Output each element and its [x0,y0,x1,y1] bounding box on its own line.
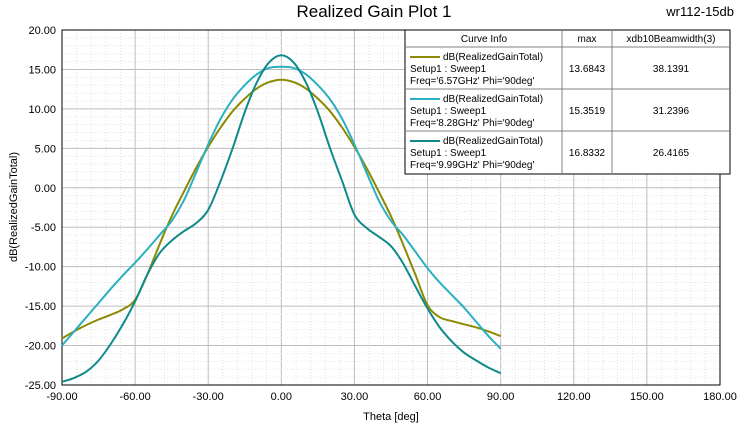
x-tick-label: 180.00 [703,391,737,403]
series-line-2[interactable] [61,65,502,350]
x-tick-label: -60.00 [120,391,151,403]
legend-header-max: max [578,34,597,45]
series-line-3[interactable] [61,54,502,383]
legend-row-1[interactable]: dB(RealizedGainTotal) Setup1 : Sweep1 Fr… [410,52,690,87]
legend-curve-freq: Freq='8.28GHz' Phi='90deg' [410,118,534,129]
y-tick-label: 5.00 [35,143,56,155]
legend-curve-freq: Freq='6.57GHz' Phi='90deg' [410,76,534,87]
y-tick-label: -10.00 [25,262,56,274]
y-axis-ticks: -25.00 -20.00 -15.00 -10.00 -5.00 0.00 5.00 10.… [25,25,56,392]
legend-row-2[interactable]: dB(RealizedGainTotal) Setup1 : Sweep1 Fr… [410,94,690,129]
x-tick-label: 120.00 [557,391,591,403]
y-tick-label: -20.00 [25,341,56,353]
x-axis-label: Theta [deg] [363,411,419,423]
y-tick-label: -25.00 [25,380,56,392]
y-tick-label: -15.00 [25,301,56,313]
legend-curve-freq: Freq='9.99GHz' Phi='90deg' [410,160,534,171]
y-axis-label: dB(RealizedGainTotal) [8,152,20,262]
x-tick-label: -90.00 [46,391,77,403]
x-tick-label: 0.00 [271,391,292,403]
y-tick-label: 15.00 [28,64,56,76]
legend-header-beamwidth: xdb10Beamwidth(3) [627,34,716,45]
legend-beamwidth-value: 31.2396 [653,106,690,117]
series-lines [61,54,502,383]
legend-beamwidth-value: 38.1391 [653,64,690,75]
legend-max-value: 16.8332 [569,148,606,159]
grid [62,30,720,385]
legend-max-value: 13.6843 [569,64,606,75]
legend-max-value: 15.3519 [569,106,606,117]
legend-curve-name: dB(RealizedGainTotal) [443,136,543,147]
legend-header-curve-info: Curve Info [461,34,508,45]
y-tick-label: 10.00 [28,104,56,116]
y-tick-label: 20.00 [28,25,56,37]
legend-curve-name: dB(RealizedGainTotal) [443,52,543,63]
y-tick-label: 0.00 [35,183,56,195]
legend-table[interactable]: Curve Info max xdb10Beamwidth(3) dB(Real… [404,29,731,175]
legend-curve-name: dB(RealizedGainTotal) [443,94,543,105]
x-tick-label: 90.00 [487,391,515,403]
project-name: wr112-15db [666,4,734,19]
y-tick-label: -5.00 [31,222,56,234]
plot-area-frame [61,29,721,386]
legend-curve-setup: Setup1 : Sweep1 [410,106,487,117]
legend-curve-setup: Setup1 : Sweep1 [410,148,487,159]
plot-title: Realized Gain Plot 1 [296,2,452,21]
x-tick-label: 30.00 [341,391,369,403]
x-axis-ticks: -90.00 -60.00 -30.00 0.00 30.00 60.00 90.00 120… [46,391,736,403]
legend-box [404,29,731,175]
legend-curve-setup: Setup1 : Sweep1 [410,64,487,75]
x-tick-label: -30.00 [193,391,224,403]
x-tick-label: 60.00 [414,391,442,403]
legend-row-3[interactable]: dB(RealizedGainTotal) Setup1 : Sweep1 Fr… [410,136,690,171]
legend-beamwidth-value: 26.4165 [653,148,690,159]
x-tick-label: 150.00 [630,391,664,403]
